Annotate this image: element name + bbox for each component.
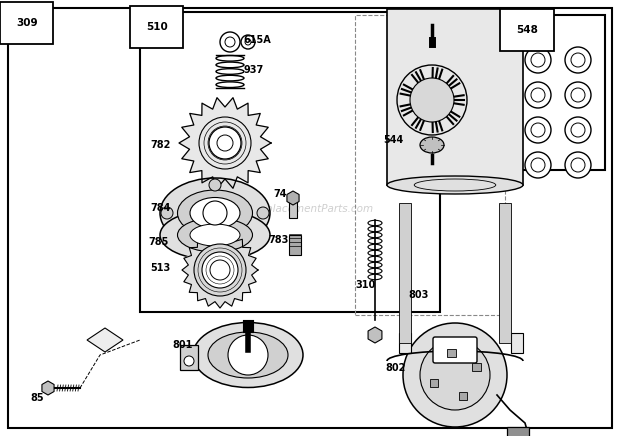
Circle shape	[202, 252, 238, 288]
Ellipse shape	[193, 323, 303, 388]
Polygon shape	[182, 232, 258, 308]
Ellipse shape	[160, 178, 270, 248]
Text: 802: 802	[385, 363, 405, 373]
Circle shape	[525, 117, 551, 143]
Circle shape	[531, 123, 545, 137]
Bar	[459, 392, 466, 400]
Bar	[507, 427, 529, 436]
Circle shape	[571, 158, 585, 172]
Circle shape	[410, 78, 454, 122]
Circle shape	[525, 152, 551, 178]
Text: 785: 785	[148, 237, 169, 247]
Circle shape	[420, 340, 490, 410]
Circle shape	[209, 179, 221, 191]
Ellipse shape	[190, 198, 240, 228]
Text: 510: 510	[146, 22, 168, 32]
Ellipse shape	[190, 224, 240, 246]
Bar	[510, 15, 605, 170]
Circle shape	[565, 117, 591, 143]
Text: 783: 783	[268, 235, 288, 245]
Text: 544: 544	[383, 135, 403, 145]
Polygon shape	[87, 328, 123, 352]
Ellipse shape	[177, 218, 252, 252]
Text: 85: 85	[30, 393, 43, 403]
Circle shape	[571, 123, 585, 137]
Circle shape	[531, 158, 545, 172]
Ellipse shape	[387, 176, 523, 194]
Text: 74: 74	[273, 189, 286, 199]
Text: eReplacementParts.com: eReplacementParts.com	[246, 204, 374, 214]
Circle shape	[228, 335, 268, 375]
Bar	[499, 203, 511, 343]
Bar	[289, 235, 301, 255]
Ellipse shape	[208, 332, 288, 378]
Polygon shape	[179, 98, 271, 188]
Text: 782: 782	[150, 140, 170, 150]
Bar	[447, 349, 456, 358]
Circle shape	[531, 88, 545, 102]
Circle shape	[257, 207, 269, 219]
Bar	[399, 203, 411, 343]
Text: 309: 309	[16, 18, 38, 28]
Ellipse shape	[177, 190, 252, 236]
Circle shape	[203, 201, 227, 225]
Text: 803: 803	[408, 290, 428, 300]
Circle shape	[565, 47, 591, 73]
FancyBboxPatch shape	[433, 337, 477, 363]
Bar	[472, 364, 480, 371]
Ellipse shape	[420, 137, 444, 153]
Text: 801: 801	[172, 340, 192, 350]
Circle shape	[531, 53, 545, 67]
Text: 548: 548	[516, 25, 538, 35]
Text: 310: 310	[355, 280, 375, 290]
Circle shape	[184, 356, 194, 366]
Bar	[387, 9, 523, 185]
Circle shape	[194, 244, 246, 296]
Circle shape	[403, 323, 507, 427]
Bar	[511, 333, 523, 353]
Bar	[355, 15, 505, 315]
Text: 513: 513	[150, 263, 170, 273]
Bar	[399, 333, 411, 353]
Bar	[140, 12, 440, 312]
Text: 615A: 615A	[243, 35, 271, 45]
Bar	[180, 345, 198, 370]
Circle shape	[525, 47, 551, 73]
Circle shape	[525, 82, 551, 108]
Circle shape	[209, 127, 241, 159]
Circle shape	[571, 53, 585, 67]
Text: 937: 937	[243, 65, 264, 75]
Text: 784: 784	[150, 203, 170, 213]
Bar	[289, 198, 297, 218]
Circle shape	[565, 152, 591, 178]
Bar	[430, 378, 438, 387]
Circle shape	[565, 82, 591, 108]
Ellipse shape	[160, 210, 270, 260]
Circle shape	[161, 207, 173, 219]
Circle shape	[571, 88, 585, 102]
